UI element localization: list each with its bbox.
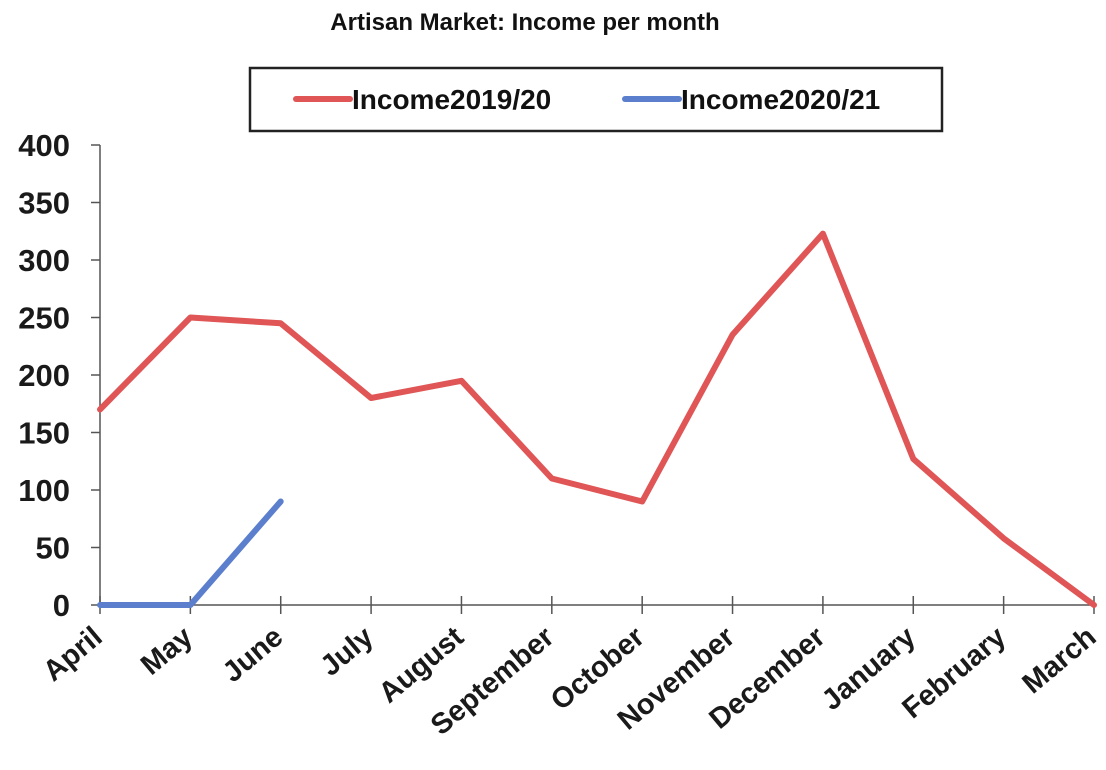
chart-title: Artisan Market: Income per month	[330, 9, 719, 36]
x-tick-label: June	[217, 621, 289, 689]
series-line-2	[97, 498, 284, 608]
legend: Income2019/20 Income2020/21	[248, 66, 944, 133]
x-tick-label: May	[135, 621, 199, 682]
y-tick-label: 250	[18, 301, 70, 336]
legend-box	[248, 66, 944, 133]
x-tick-label: April	[37, 621, 108, 688]
y-tick-label: 100	[18, 473, 70, 508]
y-tick-label: 150	[18, 416, 70, 451]
legend-label-2: Income2020/21	[681, 84, 880, 115]
y-tick-label: 400	[18, 128, 70, 163]
y-tick-label: 50	[36, 531, 70, 566]
y-tick-label: 0	[53, 588, 70, 623]
legend-label-1: Income2019/20	[352, 84, 551, 115]
x-axis: April May June JulyAugustSeptemberOctoberNo…	[37, 596, 1102, 742]
y-tick-label: 300	[18, 243, 70, 278]
series-lines	[97, 230, 1097, 608]
x-tick-label: March	[1016, 621, 1102, 700]
series-line-1	[97, 230, 1097, 608]
y-tick-label: 200	[18, 358, 70, 393]
y-axis: 0 50 100 150 200 250 300 350 400	[18, 128, 101, 623]
y-tick-label: 350	[18, 186, 70, 221]
x-tick-label: July	[315, 621, 380, 683]
